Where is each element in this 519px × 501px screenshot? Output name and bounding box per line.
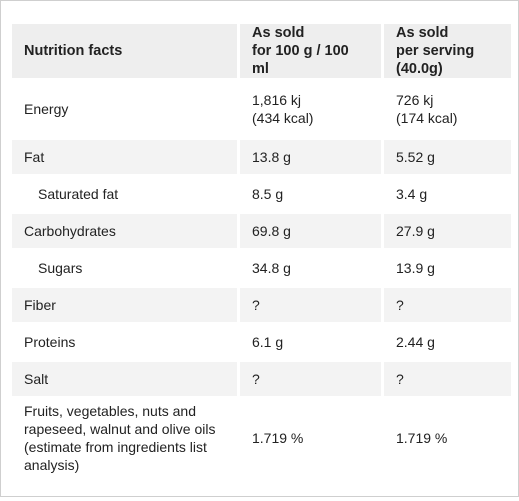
row-serving-value: 13.9 g bbox=[384, 251, 511, 285]
header-nutrition-facts: Nutrition facts bbox=[12, 24, 237, 78]
energy-kcal-per100: (434 kcal) bbox=[252, 110, 314, 126]
row-serving-value: ? bbox=[384, 362, 511, 396]
header-per-serving: As sold per serving (40.0g) bbox=[384, 24, 511, 78]
row-serving-value: 726 kj (174 kcal) bbox=[384, 81, 511, 137]
table-row-energy: Energy 1,816 kj (434 kcal) 726 kj (174 k… bbox=[12, 81, 511, 137]
row-label: Carbohydrates bbox=[12, 214, 237, 248]
row-per100-value: ? bbox=[240, 362, 381, 396]
row-serving-value: 3.4 g bbox=[384, 177, 511, 211]
header-per-100g: As sold for 100 g / 100 ml bbox=[240, 24, 381, 78]
energy-kj-serving: 726 kj bbox=[396, 92, 434, 108]
row-serving-value: 5.52 g bbox=[384, 140, 511, 174]
table-row-carbohydrates: Carbohydrates 69.8 g 27.9 g bbox=[12, 214, 511, 248]
row-label: Energy bbox=[12, 81, 237, 137]
row-label: Proteins bbox=[12, 325, 237, 359]
header-per-serving-line1: As sold bbox=[396, 25, 449, 41]
table-row-fiber: Fiber ? ? bbox=[12, 288, 511, 322]
row-per100-value: 1,816 kj (434 kcal) bbox=[240, 81, 381, 137]
table-row-sugars: Sugars 34.8 g 13.9 g bbox=[12, 251, 511, 285]
row-serving-value: 27.9 g bbox=[384, 214, 511, 248]
header-per-100g-line2: for 100 g / 100 ml bbox=[252, 43, 349, 77]
row-per100-value: 6.1 g bbox=[240, 325, 381, 359]
row-per100-value: 13.8 g bbox=[240, 140, 381, 174]
row-serving-value: 2.44 g bbox=[384, 325, 511, 359]
row-label: Saturated fat bbox=[12, 177, 237, 211]
row-per100-value: 1.719 % bbox=[240, 399, 381, 477]
row-serving-value: ? bbox=[384, 288, 511, 322]
table-row-fat: Fat 13.8 g 5.52 g bbox=[12, 140, 511, 174]
table-row-saturated-fat: Saturated fat 8.5 g 3.4 g bbox=[12, 177, 511, 211]
row-label: Salt bbox=[12, 362, 237, 396]
energy-kj-per100: 1,816 kj bbox=[252, 92, 302, 108]
row-label: Fiber bbox=[12, 288, 237, 322]
row-label: Sugars bbox=[12, 251, 237, 285]
table-header-row: Nutrition facts As sold for 100 g / 100 … bbox=[12, 24, 511, 78]
nutrition-table: Nutrition facts As sold for 100 g / 100 … bbox=[9, 21, 514, 480]
row-per100-value: 8.5 g bbox=[240, 177, 381, 211]
header-per-serving-line2: per serving (40.0g) bbox=[396, 43, 475, 77]
row-per100-value: 34.8 g bbox=[240, 251, 381, 285]
row-label: Fat bbox=[12, 140, 237, 174]
table-row-salt: Salt ? ? bbox=[12, 362, 511, 396]
row-per100-value: ? bbox=[240, 288, 381, 322]
row-label: Fruits, vegetables, nuts and rapeseed, w… bbox=[12, 399, 237, 477]
energy-kcal-serving: (174 kcal) bbox=[396, 110, 458, 126]
table-row-fruits-vegetables: Fruits, vegetables, nuts and rapeseed, w… bbox=[12, 399, 511, 477]
table-row-proteins: Proteins 6.1 g 2.44 g bbox=[12, 325, 511, 359]
row-serving-value: 1.719 % bbox=[384, 399, 511, 477]
header-per-100g-line1: As sold bbox=[252, 25, 305, 41]
row-per100-value: 69.8 g bbox=[240, 214, 381, 248]
